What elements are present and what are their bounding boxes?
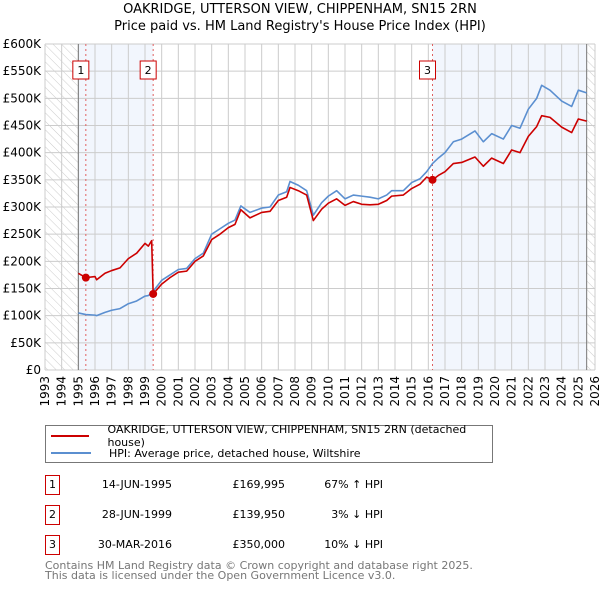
sale-hpi-diff: 67% ↑ HPI — [324, 478, 383, 491]
y-tick-label: £550K — [3, 64, 43, 78]
sale-number: 1 — [45, 475, 60, 495]
sale-point — [149, 289, 158, 298]
x-tick-label: 1997 — [105, 376, 119, 407]
x-tick-label: 2021 — [505, 376, 519, 407]
x-tick-label: 2004 — [221, 376, 235, 407]
chart-subtitle: Price paid vs. HM Land Registry's House … — [114, 19, 486, 34]
sale-date: 30-MAR-2016 — [97, 538, 172, 551]
sale-point — [81, 273, 90, 282]
x-tick-label: 2003 — [205, 376, 219, 407]
x-tick-label: 2014 — [388, 376, 402, 407]
footer-licence: This data is licensed under the Open Gov… — [45, 569, 396, 582]
y-tick-label: £400K — [3, 146, 43, 160]
footer: Contains HM Land Registry data © Crown c… — [45, 559, 473, 582]
legend-item-property: OAKRIDGE, UTTERSON VIEW, CHIPPENHAM, SN1… — [46, 423, 492, 449]
y-tick-label: £0 — [26, 363, 41, 377]
x-tick-label: 1999 — [138, 376, 152, 407]
x-tick-label: 2001 — [171, 376, 185, 407]
x-tick-label: 2010 — [321, 376, 335, 407]
y-tick-label: £300K — [3, 200, 43, 214]
x-tick-label: 2002 — [188, 376, 202, 407]
sale-label: 2 — [145, 64, 152, 77]
x-tick-label: 2015 — [405, 376, 419, 407]
sale-row: 2 28-JUN-1999 £139,950 3% ↓ HPI — [45, 505, 445, 525]
y-tick-label: £600K — [3, 37, 43, 51]
sale-date: 28-JUN-1999 — [101, 508, 172, 521]
legend-swatch-red — [51, 435, 90, 437]
x-tick-label: 2013 — [371, 376, 385, 407]
x-tick-label: 2025 — [571, 376, 585, 407]
chart-title: OAKRIDGE, UTTERSON VIEW, CHIPPENHAM, SN1… — [123, 2, 477, 17]
sale-hpi-diff: 3% ↓ HPI — [331, 508, 383, 521]
x-tick-label: 2005 — [238, 376, 252, 407]
legend-item-hpi: HPI: Average price, detached house, Wilt… — [46, 445, 361, 461]
price-paid-line — [77, 114, 587, 295]
x-tick-label: 2024 — [555, 376, 569, 407]
y-tick-label: £200K — [3, 254, 43, 268]
y-tick-label: £100K — [3, 309, 43, 323]
footer-copyright: Contains HM Land Registry data © Crown c… — [45, 559, 473, 572]
y-tick-label: £350K — [3, 173, 43, 187]
x-tick-label: 2023 — [538, 376, 552, 407]
sale-price: £169,995 — [232, 478, 286, 491]
x-tick-label: 1996 — [88, 376, 102, 407]
sale-row: 3 30-MAR-2016 £350,000 10% ↓ HPI — [45, 535, 445, 555]
x-tick-label: 2017 — [438, 376, 452, 407]
y-tick-label: £250K — [3, 227, 43, 241]
sale-number: 2 — [45, 505, 60, 525]
x-tick-label: 2008 — [288, 376, 302, 407]
sale-label-box — [72, 60, 90, 80]
legend-swatch-blue — [51, 452, 91, 454]
x-tick-label: 2016 — [421, 376, 435, 407]
legend: OAKRIDGE, UTTERSON VIEW, CHIPPENHAM, SN1… — [45, 423, 493, 463]
plot-area: 1993 1994 1995 1996 1997 1998 1999 2000 2001 2002… — [3, 37, 600, 407]
x-tick-label: 1998 — [121, 376, 135, 407]
sale-hpi-diff: 10% ↓ HPI — [324, 538, 383, 551]
x-tick-label: 2009 — [305, 376, 319, 407]
x-tick-label: 2011 — [338, 376, 352, 407]
x-tick-label: 2026 — [588, 376, 600, 407]
y-tick-label: £500K — [3, 91, 43, 105]
y-tick-label: £150K — [3, 282, 43, 296]
x-tick-label: 2019 — [471, 376, 485, 407]
x-tick-label: 2022 — [521, 376, 535, 407]
x-tick-label: 1994 — [55, 376, 69, 407]
x-tick-label: 2012 — [355, 376, 369, 407]
x-tick-label: 1993 — [38, 376, 52, 407]
sale-date: 14-JUN-1995 — [101, 478, 172, 491]
sale-label: 3 — [424, 64, 431, 77]
sale-label-box — [139, 60, 157, 80]
sale-point — [428, 175, 437, 184]
legend-label: HPI: Average price, detached house, Wilt… — [109, 446, 361, 460]
legend-label: OAKRIDGE, UTTERSON VIEW, CHIPPENHAM, SN1… — [107, 423, 467, 449]
sale-price: £139,950 — [232, 508, 286, 521]
y-tick-label: £450K — [3, 119, 43, 133]
sale-row: 1 14-JUN-1995 £169,995 67% ↑ HPI — [45, 475, 445, 495]
sale-number: 3 — [45, 535, 60, 555]
x-tick-label: 1995 — [71, 376, 85, 407]
x-tick-label: 2006 — [255, 376, 269, 407]
x-tick-label: 2018 — [455, 376, 469, 407]
y-tick-label: £50K — [10, 336, 42, 350]
x-tick-label: 2020 — [488, 376, 502, 407]
sale-label-box — [419, 60, 436, 80]
x-tick-label: 2007 — [271, 376, 285, 407]
sale-label: 1 — [77, 64, 84, 77]
x-tick-label: 2000 — [155, 376, 169, 407]
sale-price: £350,000 — [232, 538, 286, 551]
